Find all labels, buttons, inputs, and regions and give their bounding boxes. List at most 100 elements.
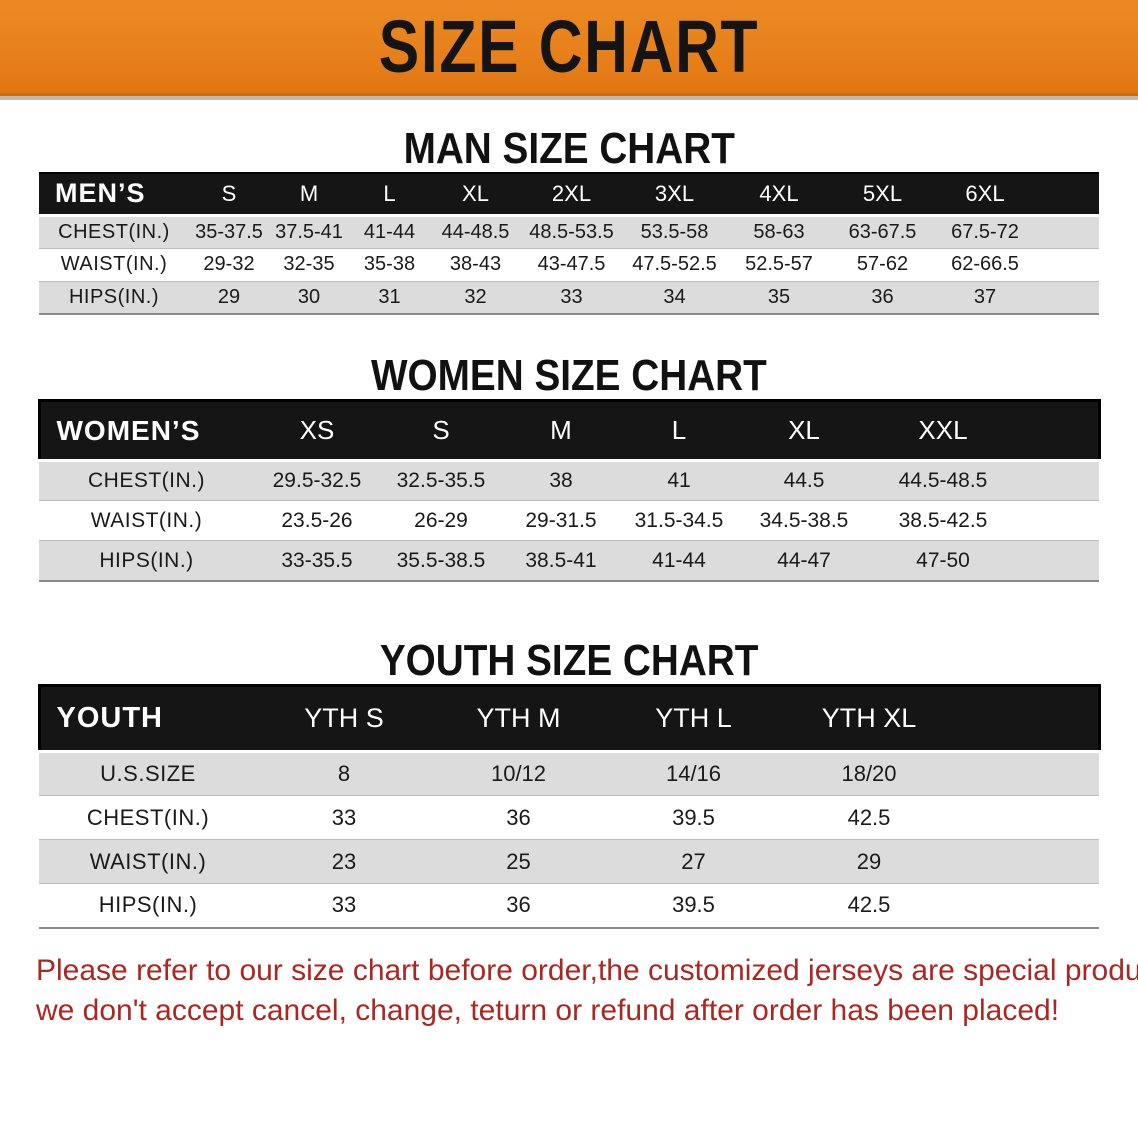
size-cell: 38 [502, 460, 620, 502]
size-cell: 31.5-34.5 [620, 500, 738, 542]
men-header-row: MEN’S S M L XL 2XL 3XL 4XL 5XL 6XL [39, 172, 1099, 217]
size-cell: 63-67.5 [831, 215, 934, 249]
size-cell: 37.5-41 [269, 215, 349, 249]
size-cell: 52.5-57 [727, 248, 831, 282]
size-cell: 39.5 [606, 795, 781, 841]
size-cell: 30 [269, 281, 349, 316]
size-cell: 29.5-32.5 [254, 460, 380, 502]
size-cell: 31 [349, 281, 430, 316]
column-header: 4XL [727, 172, 831, 217]
size-cell: 36 [431, 883, 606, 929]
filler-cell [1036, 281, 1099, 316]
men-size-table: MEN’S S M L XL 2XL 3XL 4XL 5XL 6XL CHEST… [39, 172, 1099, 316]
column-header: S [380, 399, 502, 463]
size-cell: 25 [431, 839, 606, 885]
size-cell: 44.5 [738, 460, 870, 502]
banner: SIZE CHART [0, 0, 1138, 96]
size-cell: 29 [781, 839, 957, 885]
size-cell: 35.5-38.5 [380, 540, 502, 582]
size-cell: 43-47.5 [521, 248, 622, 282]
man-size-heading: MAN SIZE CHART [0, 125, 1138, 172]
filler-cell [957, 839, 1099, 885]
column-header: YTH L [606, 684, 781, 754]
size-cell: 29-31.5 [502, 500, 620, 542]
table-row: CHEST(IN.) 29.5-32.5 32.5-35.5 38 41 44.… [39, 460, 1099, 502]
table-row: HIPS(IN.) 33 36 39.5 42.5 [39, 883, 1099, 929]
size-cell: 44.5-48.5 [870, 460, 1016, 502]
size-cell: 18/20 [781, 751, 957, 797]
size-cell: 35-38 [349, 248, 430, 282]
women-size-table: WOMEN’S XS S M L XL XXL CHEST(IN.) 29.5-… [37, 399, 1101, 582]
column-header: L [349, 172, 430, 217]
column-header: M [269, 172, 349, 217]
size-cell: 62-66.5 [934, 248, 1036, 282]
column-header: XL [738, 399, 870, 463]
column-header: YTH XL [781, 684, 957, 754]
row-label: U.S.SIZE [39, 751, 257, 797]
column-header: 3XL [622, 172, 727, 217]
size-cell: 36 [831, 281, 934, 316]
column-header: YTH M [431, 684, 606, 754]
size-cell: 33 [257, 795, 431, 841]
table-row: U.S.SIZE 8 10/12 14/16 18/20 [39, 751, 1099, 797]
size-cell: 14/16 [606, 751, 781, 797]
women-table-title: WOMEN’S [37, 399, 254, 463]
size-cell: 38.5-41 [502, 540, 620, 582]
row-label: HIPS(IN.) [39, 281, 189, 316]
size-cell: 38.5-42.5 [870, 500, 1016, 542]
filler-cell [957, 751, 1099, 797]
column-header: XS [254, 399, 380, 463]
column-header: L [620, 399, 738, 463]
size-cell: 27 [606, 839, 781, 885]
size-cell: 33 [521, 281, 622, 316]
column-header: 6XL [934, 172, 1036, 217]
size-cell: 33 [257, 883, 431, 929]
size-cell: 38-43 [430, 248, 521, 282]
row-label: CHEST(IN.) [39, 460, 254, 502]
size-cell: 67.5-72 [934, 215, 1036, 249]
column-header: M [502, 399, 620, 463]
youth-size-table: YOUTH YTH S YTH M YTH L YTH XL U.S.SIZE … [37, 684, 1101, 929]
youth-header-row: YOUTH YTH S YTH M YTH L YTH XL [37, 684, 1101, 754]
column-header: 5XL [831, 172, 934, 217]
disclaimer-line-2: we don't accept cancel, change, teturn o… [36, 993, 1060, 1027]
row-label: WAIST(IN.) [39, 500, 254, 542]
column-header: YTH S [257, 684, 431, 754]
youth-size-heading: YOUTH SIZE CHART [0, 637, 1138, 684]
row-label: WAIST(IN.) [39, 248, 189, 282]
disclaimer-line-1: Please refer to our size chart before or… [36, 953, 1138, 987]
size-cell: 32.5-35.5 [380, 460, 502, 502]
disclaimer: Please refer to our size chart before or… [0, 951, 1138, 1031]
size-cell: 58-63 [727, 215, 831, 249]
size-cell: 34.5-38.5 [738, 500, 870, 542]
table-row: WAIST(IN.) 23.5-26 26-29 29-31.5 31.5-34… [39, 500, 1099, 542]
table-row: CHEST(IN.) 35-37.5 37.5-41 41-44 44-48.5… [39, 215, 1099, 249]
banner-divider [0, 96, 1138, 100]
filler-cell [1036, 248, 1099, 282]
size-cell: 33-35.5 [254, 540, 380, 582]
size-cell: 34 [622, 281, 727, 316]
column-header: XXL [870, 399, 1016, 463]
size-cell: 44-48.5 [430, 215, 521, 249]
youth-table-title: YOUTH [37, 684, 257, 754]
size-cell: 36 [431, 795, 606, 841]
size-cell: 41-44 [349, 215, 430, 249]
table-row: HIPS(IN.) 33-35.5 35.5-38.5 38.5-41 41-4… [39, 540, 1099, 582]
table-row: WAIST(IN.) 29-32 32-35 35-38 38-43 43-47… [39, 248, 1099, 282]
women-size-heading: WOMEN SIZE CHART [0, 352, 1138, 399]
size-cell: 42.5 [781, 795, 957, 841]
column-header: XL [430, 172, 521, 217]
size-cell: 42.5 [781, 883, 957, 929]
size-cell: 44-47 [738, 540, 870, 582]
row-label: HIPS(IN.) [39, 540, 254, 582]
size-cell: 41 [620, 460, 738, 502]
size-cell: 39.5 [606, 883, 781, 929]
banner-title: SIZE CHART [378, 4, 760, 88]
column-header: S [189, 172, 269, 217]
size-cell: 47.5-52.5 [622, 248, 727, 282]
row-label: HIPS(IN.) [39, 883, 257, 929]
column-header-filler [1036, 172, 1099, 217]
men-table-title: MEN’S [39, 172, 189, 217]
row-label: CHEST(IN.) [39, 215, 189, 249]
